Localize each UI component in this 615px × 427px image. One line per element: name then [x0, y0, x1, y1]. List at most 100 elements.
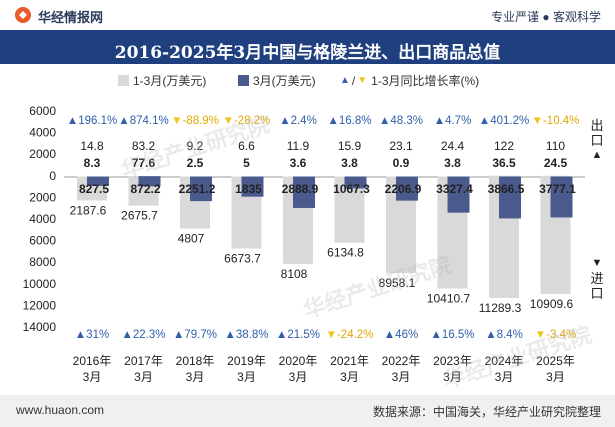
growth-export-label: ▲196.1% [67, 115, 117, 127]
growth-import-label: ▲8.4% [485, 329, 523, 341]
label-import-cumulative: 10909.6 [530, 297, 574, 311]
label-import-march: 827.5 [79, 182, 109, 196]
bar-import-march [344, 177, 367, 189]
label-export-cumulative: 23.1 [389, 139, 413, 153]
growth-import-label: ▼-3.4% [535, 329, 576, 341]
brand-name: 华经情报网 [38, 10, 104, 25]
label-import-march: 1067.3 [333, 182, 370, 196]
x-tick-label-year: 2021年 [330, 354, 369, 368]
bar-export-march [190, 176, 212, 177]
legend-item-growth: ▲ / ▼ 1-3月同比增长率(%) [340, 73, 480, 89]
growth-export-label: ▲2.4% [279, 115, 317, 127]
label-export-cumulative: 15.9 [338, 139, 362, 153]
y-tick-label: 10000 [23, 277, 57, 291]
label-export-march: 36.5 [492, 156, 516, 170]
bar-export-cumulative [540, 175, 571, 177]
label-export-march: 8.3 [84, 156, 101, 170]
bar-export-cumulative [489, 175, 519, 177]
x-tick-label-month: 3月 [289, 370, 308, 384]
y-tick-label: 2000 [29, 190, 56, 204]
bar-import-march [87, 177, 109, 186]
title-bar [0, 30, 615, 64]
bar-export-march [396, 176, 418, 177]
bar-import-march [396, 177, 418, 201]
label-import-march: 1835 [235, 182, 262, 196]
x-tick-label-year: 2019年 [227, 354, 266, 368]
brand-logo-icon [15, 7, 31, 23]
label-export-march: 5 [243, 156, 250, 170]
label-export-cumulative: 110 [546, 139, 565, 153]
x-tick-label-month: 3月 [237, 370, 256, 384]
growth-export-label: ▲4.7% [434, 115, 472, 127]
bar-export-march [344, 176, 367, 177]
x-tick-label-month: 3月 [392, 370, 411, 384]
label-import-cumulative: 6673.7 [224, 252, 261, 266]
x-tick-label-month: 3月 [186, 370, 205, 384]
label-import-cumulative: 8108 [281, 267, 308, 281]
growth-export-label: ▼-28.2% [223, 115, 271, 127]
bar-import-march [138, 177, 161, 187]
y-tick-label: 4000 [29, 126, 56, 140]
growth-import-label: ▲16.5% [431, 329, 475, 341]
legend-item-cumulative: 1-3月(万美元) [118, 72, 206, 89]
x-tick-label-year: 2023年 [433, 354, 472, 368]
y-tick-label: 8000 [29, 255, 56, 269]
label-export-cumulative: 83.2 [132, 139, 156, 153]
import-side-label: ▼ 进口 [590, 257, 604, 301]
export-side-label: 出口 ▲ [590, 118, 604, 161]
label-import-cumulative: 2675.7 [121, 209, 158, 223]
bar-export-march [447, 176, 470, 177]
growth-import-label: ▲22.3% [122, 329, 166, 341]
growth-import-label: ▲38.8% [225, 329, 269, 341]
x-tick-label-year: 2022年 [382, 354, 421, 368]
legend-label-cumulative: 1-3月(万美元) [133, 74, 207, 88]
growth-export-label: ▲874.1% [118, 115, 168, 127]
bar-import-march [241, 177, 264, 197]
y-tick-label: 2000 [29, 147, 56, 161]
growth-import-label: ▲21.5% [276, 329, 320, 341]
x-tick-label-year: 2024年 [485, 354, 524, 368]
bar-export-march [241, 176, 264, 177]
chart-title: 2016-2025年3月中国与格陵兰进、出口商品总值 [114, 43, 501, 63]
label-import-march: 3866.5 [488, 182, 525, 196]
bar-export-march [138, 176, 161, 177]
growth-export-label: ▲401.2% [479, 115, 529, 127]
down-triangle-icon: ▼ [357, 75, 368, 86]
x-tick-label-year: 2018年 [176, 354, 215, 368]
tagline: 专业严谨 ● 客观科学 [491, 10, 601, 24]
y-tick-label: 14000 [23, 320, 57, 334]
label-import-cumulative: 11289.3 [479, 301, 522, 315]
legend-label-growth: 1-3月同比增长率(%) [371, 74, 480, 88]
bar-import-march [499, 177, 521, 219]
label-import-cumulative: 6134.8 [327, 246, 364, 260]
label-import-march: 3777.1 [539, 182, 576, 196]
x-tick-label-year: 2025年 [536, 354, 575, 368]
label-import-cumulative: 4807 [178, 232, 205, 246]
up-triangle-icon: ▲ [340, 75, 350, 86]
import-arrow-icon: ▼ [591, 257, 603, 269]
growth-export-label: ▲48.3% [379, 115, 423, 127]
y-tick-label: 6000 [29, 234, 56, 248]
x-tick-label-year: 2020年 [279, 354, 318, 368]
bar-export-march [550, 176, 573, 177]
growth-export-label: ▼-10.4% [532, 115, 580, 127]
label-export-march: 3.8 [444, 156, 461, 170]
data-source: 数据来源：中国海关，华经产业研究院整理 [372, 405, 601, 419]
label-export-cumulative: 6.6 [238, 139, 255, 153]
label-export-cumulative: 122 [494, 139, 514, 153]
growth-export-label: ▼-88.9% [171, 115, 219, 127]
label-export-march: 24.5 [544, 156, 568, 170]
label-export-cumulative: 14.8 [80, 139, 104, 153]
legend-label-march: 3月(万美元) [253, 74, 316, 88]
growth-import-label: ▲31% [75, 329, 109, 341]
x-tick-label-year: 2016年 [73, 354, 112, 368]
x-tick-label-month: 3月 [83, 370, 102, 384]
label-export-cumulative: 9.2 [187, 139, 204, 153]
footer [0, 395, 615, 427]
label-import-march: 2251.2 [179, 182, 216, 196]
x-tick-label-month: 3月 [443, 370, 462, 384]
growth-import-label: ▼-24.2% [326, 329, 374, 341]
label-import-march: 872.2 [130, 182, 160, 196]
bar-import-march [190, 177, 212, 202]
